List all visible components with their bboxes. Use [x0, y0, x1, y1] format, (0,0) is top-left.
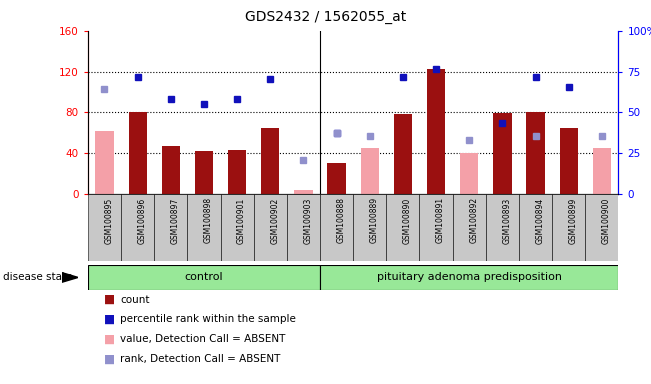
Bar — [228, 150, 246, 194]
Bar — [320, 194, 353, 261]
Text: GSM100901: GSM100901 — [237, 197, 246, 243]
Text: GSM100894: GSM100894 — [536, 197, 544, 243]
Text: percentile rank within the sample: percentile rank within the sample — [120, 314, 296, 324]
Bar — [221, 194, 254, 261]
Bar — [519, 194, 552, 261]
Text: value, Detection Call = ABSENT: value, Detection Call = ABSENT — [120, 334, 286, 344]
Bar — [154, 194, 187, 261]
Bar — [394, 114, 412, 194]
Text: pituitary adenoma predisposition: pituitary adenoma predisposition — [377, 272, 562, 283]
Bar — [327, 163, 346, 194]
Text: GSM100896: GSM100896 — [137, 197, 146, 243]
Text: ■: ■ — [104, 293, 115, 306]
Bar — [560, 127, 578, 194]
Bar — [88, 194, 121, 261]
Text: GSM100892: GSM100892 — [469, 197, 478, 243]
Text: GSM100889: GSM100889 — [370, 197, 379, 243]
Bar — [294, 190, 312, 194]
Bar — [493, 113, 512, 194]
Bar — [121, 194, 154, 261]
Text: disease state: disease state — [3, 272, 73, 283]
Bar — [386, 194, 419, 261]
Bar — [486, 194, 519, 261]
Bar — [254, 194, 287, 261]
Text: GSM100899: GSM100899 — [569, 197, 577, 243]
Bar — [593, 148, 611, 194]
Text: GSM100888: GSM100888 — [337, 197, 346, 243]
Text: rank, Detection Call = ABSENT: rank, Detection Call = ABSENT — [120, 354, 281, 364]
Bar — [585, 194, 618, 261]
Bar — [320, 265, 618, 290]
Text: GSM100902: GSM100902 — [270, 197, 279, 243]
Text: ■: ■ — [104, 353, 115, 366]
Bar — [361, 148, 379, 194]
Bar — [287, 194, 320, 261]
Bar — [427, 70, 445, 194]
Bar — [261, 127, 279, 194]
Bar — [419, 194, 452, 261]
Text: GSM100898: GSM100898 — [204, 197, 213, 243]
Text: GSM100900: GSM100900 — [602, 197, 611, 244]
Text: control: control — [185, 272, 223, 283]
Text: GSM100890: GSM100890 — [403, 197, 412, 243]
Text: GSM100891: GSM100891 — [436, 197, 445, 243]
Polygon shape — [62, 273, 78, 282]
Text: GSM100903: GSM100903 — [303, 197, 312, 244]
Bar — [161, 146, 180, 194]
Bar — [88, 265, 320, 290]
Bar — [552, 194, 585, 261]
Text: ■: ■ — [104, 333, 115, 346]
Bar — [452, 194, 486, 261]
Bar — [187, 194, 221, 261]
Bar — [95, 131, 113, 194]
Bar — [527, 113, 545, 194]
Text: GDS2432 / 1562055_at: GDS2432 / 1562055_at — [245, 10, 406, 23]
Text: count: count — [120, 295, 150, 305]
Text: GSM100895: GSM100895 — [104, 197, 113, 243]
Bar — [128, 113, 146, 194]
Bar — [460, 153, 478, 194]
Bar — [353, 194, 386, 261]
Text: ■: ■ — [104, 313, 115, 326]
Text: GSM100893: GSM100893 — [503, 197, 512, 243]
Bar — [195, 151, 213, 194]
Text: GSM100897: GSM100897 — [171, 197, 180, 243]
